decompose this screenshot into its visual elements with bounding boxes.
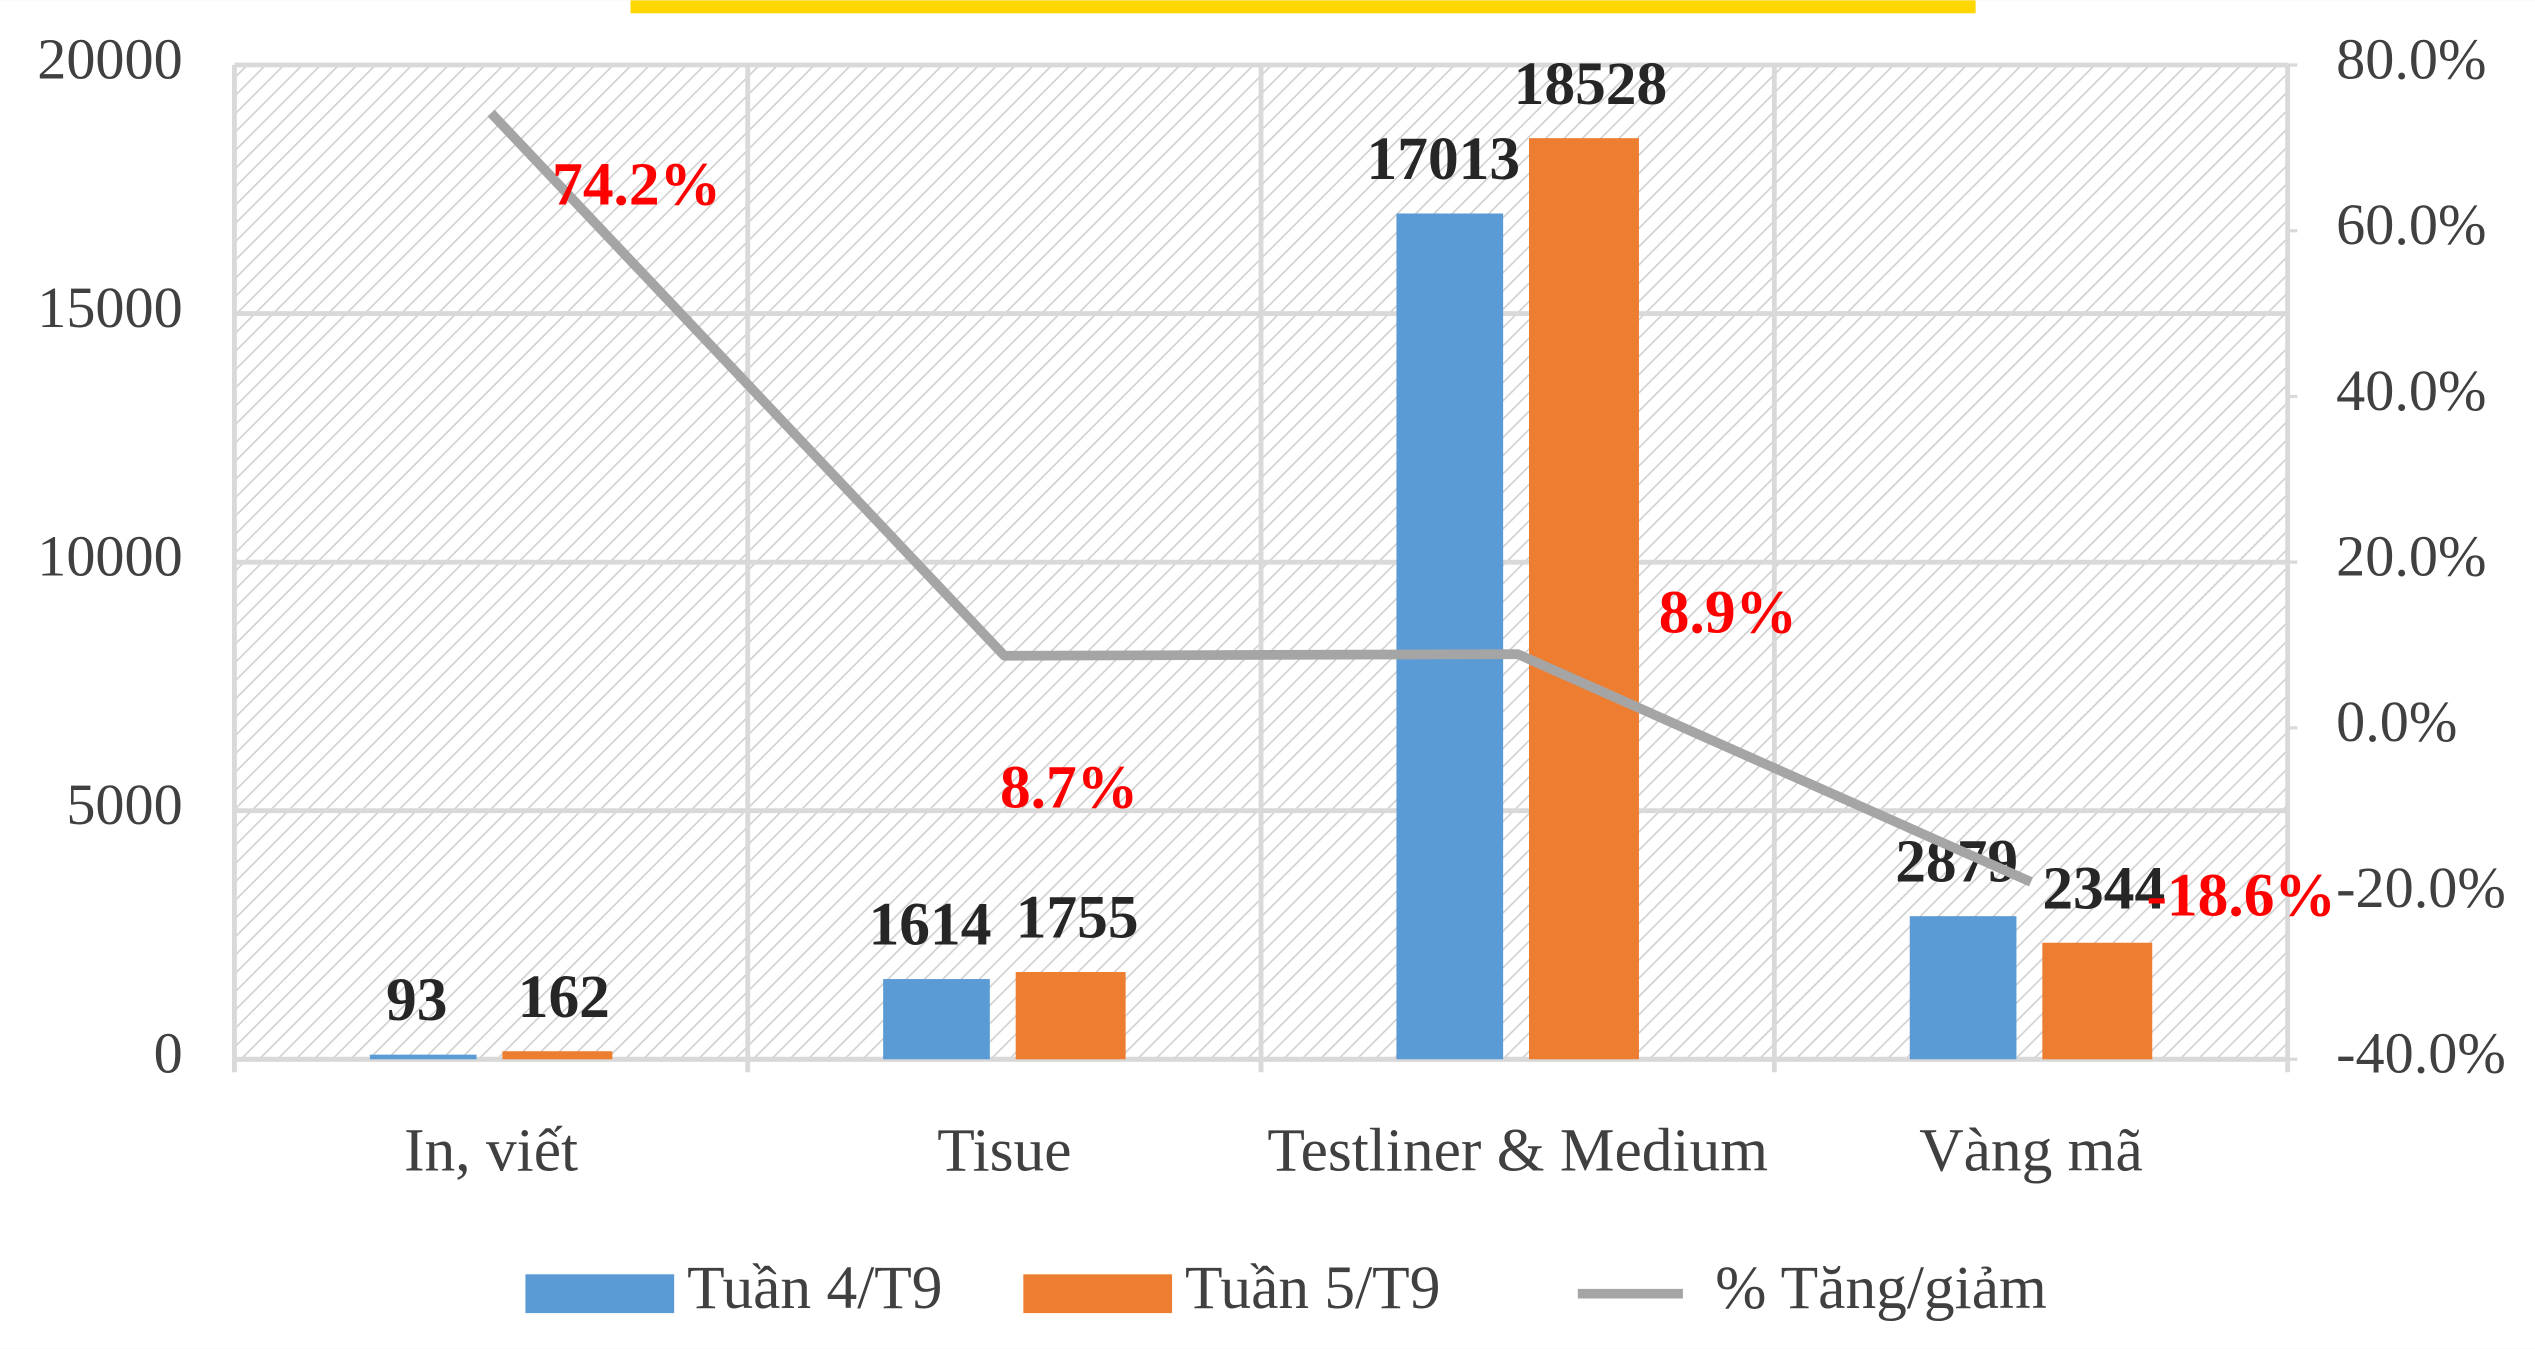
line bbox=[487, 109, 2033, 887]
y2-tick-label: 0.0% bbox=[2336, 689, 2457, 754]
bar-value-label: 17013 bbox=[1367, 125, 1521, 193]
x-tick-label: In, viết bbox=[404, 1116, 578, 1184]
y-tick-label: 15000 bbox=[37, 275, 182, 340]
y2-tick-label: 40.0% bbox=[2336, 358, 2486, 423]
line-value-label: 74.2% bbox=[552, 151, 721, 219]
y-tick-label: 0 bbox=[154, 1021, 183, 1086]
bar-value-label: 1755 bbox=[1016, 884, 1139, 952]
y2-tick-label: 20.0% bbox=[2336, 523, 2486, 588]
x-tick-label: Vàng mã bbox=[1919, 1116, 2142, 1184]
legend-swatch bbox=[1023, 1274, 1173, 1314]
title-box bbox=[630, 0, 1976, 14]
bar bbox=[369, 1054, 477, 1060]
bar-value-label: 162 bbox=[518, 963, 610, 1031]
legend-label: Tuần 5/T9 bbox=[1185, 1254, 1440, 1322]
line-value-label: -18.6% bbox=[2146, 861, 2335, 929]
y-tick-label: 10000 bbox=[37, 523, 182, 588]
bar bbox=[1015, 972, 1126, 1060]
bar bbox=[1396, 213, 1504, 1060]
legend-label: % Tăng/giảm bbox=[1715, 1254, 2047, 1322]
line-value-label: 8.9% bbox=[1659, 579, 1797, 647]
line-value-label: 8.7% bbox=[1000, 753, 1138, 821]
bar bbox=[1909, 916, 2017, 1060]
y2-tick-label: -20.0% bbox=[2336, 855, 2506, 920]
x-tick-label: Tisue bbox=[937, 1116, 1071, 1184]
y-tick-label: 20000 bbox=[37, 26, 182, 91]
x-tick-label: Testliner & Medium bbox=[1267, 1116, 1768, 1184]
y2-tick-label: -40.0% bbox=[2336, 1021, 2506, 1086]
bar-value-label: 2344 bbox=[2042, 854, 2165, 922]
legend-swatch bbox=[525, 1274, 675, 1314]
bar-value-label: 1614 bbox=[869, 891, 992, 959]
bar-value-label: 18528 bbox=[1514, 50, 1668, 118]
bar bbox=[1529, 138, 1639, 1060]
y2-tick-label: 60.0% bbox=[2336, 192, 2486, 257]
y-tick-label: 5000 bbox=[66, 772, 182, 837]
y2-tick-label: 80.0% bbox=[2336, 26, 2486, 91]
bar-value-label: 2879 bbox=[1895, 828, 2018, 896]
bar bbox=[502, 1051, 613, 1060]
bar-value-label: 93 bbox=[386, 966, 447, 1034]
bar bbox=[2042, 942, 2153, 1060]
legend-label: Tuần 4/T9 bbox=[687, 1254, 942, 1322]
bar bbox=[883, 979, 990, 1060]
